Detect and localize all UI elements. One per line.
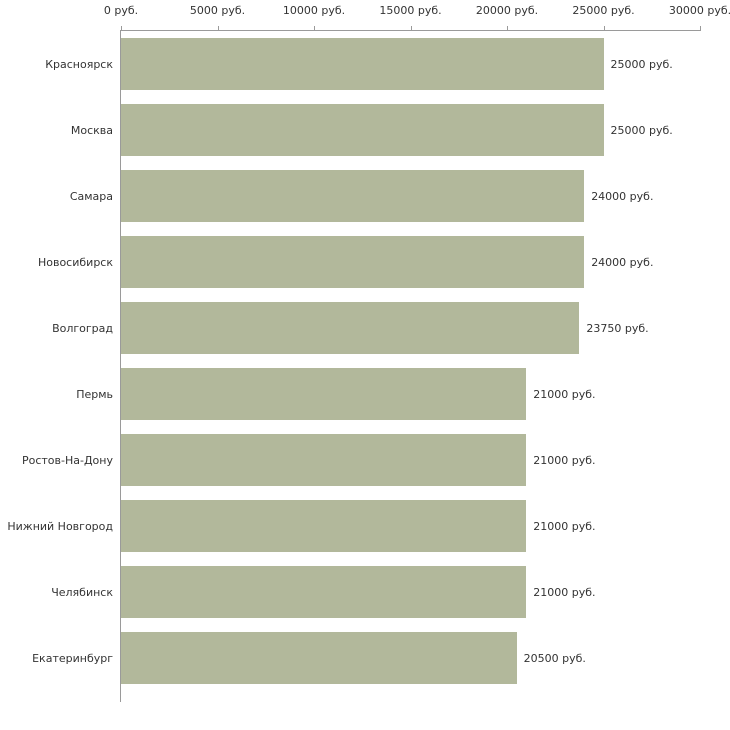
category-label: Пермь [76, 387, 113, 401]
x-tick-label: 15000 руб. [379, 4, 442, 17]
category-label: Нижний Новгород [7, 519, 113, 533]
category-label: Волгоград [52, 321, 113, 335]
bar-row: Ростов-На-Дону 21000 руб. [22, 427, 700, 493]
x-tick-label: 25000 руб. [572, 4, 635, 17]
x-tick-label: 30000 руб. [668, 4, 730, 17]
x-tick: 0 руб. [104, 4, 138, 31]
bar-row: Пермь 21000 руб. [76, 361, 700, 427]
value-label: 25000 руб. [610, 57, 673, 71]
value-label: 25000 руб. [610, 123, 673, 137]
bar-row: Новосибирск 24000 руб. [38, 229, 700, 295]
bar [121, 302, 580, 354]
bar-row: Челябинск 21000 руб. [51, 559, 700, 625]
bar [121, 500, 527, 552]
bar [121, 38, 604, 90]
x-tick: 20000 руб. [476, 4, 538, 31]
value-label: 24000 руб. [591, 255, 654, 269]
value-label: 21000 руб. [533, 585, 596, 599]
category-label: Москва [70, 123, 113, 137]
x-tick: 5000 руб. [190, 4, 245, 31]
category-label: Новосибирск [37, 255, 113, 269]
x-tick: 25000 руб. [572, 4, 635, 31]
x-tick: 30000 руб. [669, 4, 730, 31]
x-tick-label: 20000 руб. [475, 4, 539, 17]
bar-row: Москва 25000 руб. [71, 97, 700, 163]
category-label: Екатеринбург [32, 651, 113, 665]
value-label: 21000 руб. [533, 453, 596, 467]
bar-row: Нижний Новгород 21000 руб. [7, 493, 700, 559]
bar [121, 632, 517, 684]
value-label: 24000 руб. [591, 189, 654, 203]
x-tick-label: 10000 руб. [282, 4, 346, 17]
category-label: Самара [69, 189, 113, 203]
bar-row: Екатеринбург 20500 руб. [32, 625, 700, 691]
bar [121, 368, 527, 420]
bar [121, 566, 527, 618]
bar [121, 434, 527, 486]
x-tick: 15000 руб. [379, 4, 442, 31]
value-label: 20500 руб. [523, 651, 586, 665]
x-tick-label: 0 руб. [103, 4, 139, 17]
bar [121, 236, 585, 288]
bar-rows: Красноярск 25000 руб. Москва 25000 руб. Сама… [7, 31, 700, 691]
bar-row: Красноярск 25000 руб. [45, 31, 700, 97]
plot-area: 0 руб. 5000 руб. 10000 руб. 15000 руб. 20000… [7, 4, 730, 702]
bar [121, 104, 604, 156]
bar-row: Самара 24000 руб. [70, 163, 700, 229]
value-label: 21000 руб. [533, 387, 596, 401]
value-label: 23750 руб. [586, 321, 649, 335]
bar [121, 170, 585, 222]
value-label: 21000 руб. [533, 519, 596, 533]
category-label: Красноярск [45, 57, 113, 71]
x-tick-label: 5000 руб. [189, 4, 246, 17]
bar-row: Волгоград 23750 руб. [52, 295, 700, 361]
category-label: Ростов-На-Дону [21, 453, 113, 467]
x-tick: 10000 руб. [283, 4, 345, 31]
category-label: Челябинск [51, 585, 113, 599]
